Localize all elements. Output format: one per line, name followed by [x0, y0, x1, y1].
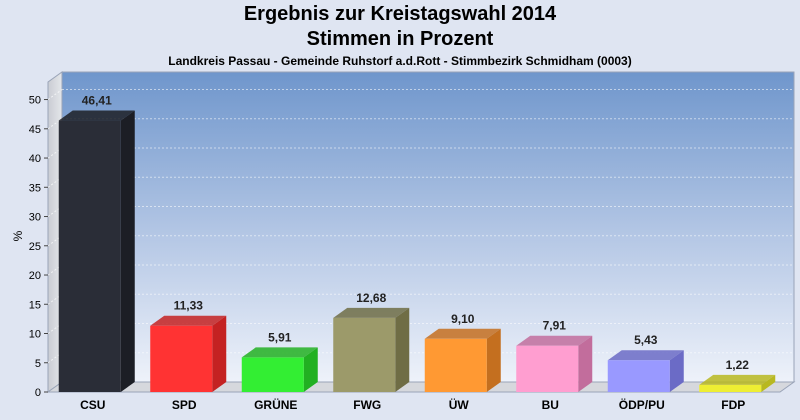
- bar-front: [699, 384, 762, 392]
- bar-side: [669, 350, 684, 392]
- chart-title: Ergebnis zur Kreistagswahl 2014: [243, 3, 557, 25]
- y-tick-label: 15: [29, 299, 41, 311]
- x-tick-label: FWG: [353, 398, 381, 412]
- grid-line-side: [47, 264, 63, 276]
- data-label: 46,41: [82, 94, 112, 108]
- grid-line-side: [47, 323, 63, 334]
- bar-top: [516, 335, 593, 346]
- grid-line-side: [47, 352, 63, 364]
- bar-top: [241, 347, 318, 358]
- bar-top: [424, 328, 501, 339]
- bar-top: [333, 307, 410, 318]
- grid-line-side: [47, 206, 63, 217]
- bar-side: [395, 307, 410, 392]
- grid-line-side: [47, 293, 63, 305]
- bar-side: [578, 335, 593, 392]
- grid-line-side: [47, 89, 63, 100]
- chart-subtitle: Landkreis Passau - Gemeinde Ruhstorf a.d…: [168, 54, 632, 68]
- bar-top: [607, 350, 684, 361]
- bar-top: [58, 110, 135, 121]
- data-label: 9,10: [451, 312, 475, 326]
- bar-front: [424, 338, 487, 392]
- x-tick-label: ÖDP/PU: [619, 397, 665, 412]
- data-label: 5,43: [634, 333, 658, 347]
- chart-subtitle-line: Stimmen in Prozent: [306, 28, 494, 50]
- y-tick-label: 0: [35, 387, 41, 399]
- bar-front: [150, 325, 213, 392]
- data-label: 1,22: [726, 358, 750, 372]
- grid-line-side: [47, 147, 63, 159]
- bar-top: [150, 315, 227, 326]
- bar-side: [120, 110, 135, 392]
- data-label: 12,68: [356, 291, 386, 305]
- y-tick-label: 50: [29, 95, 41, 107]
- x-tick-label: SPD: [172, 398, 197, 412]
- bar-csu: [58, 110, 135, 392]
- grid-line-side: [47, 176, 63, 188]
- y-tick-label: 30: [29, 212, 41, 224]
- y-axis-label: %: [11, 230, 25, 241]
- bar-side: [486, 328, 501, 392]
- y-tick-label: 40: [29, 153, 41, 165]
- data-label: 11,33: [174, 299, 204, 313]
- x-tick-label: ÜW: [449, 397, 470, 412]
- bar-bu: [516, 335, 593, 392]
- x-tick-label: CSU: [80, 398, 105, 412]
- x-tick-label: FDP: [721, 398, 745, 412]
- x-tick-label: BU: [542, 398, 559, 412]
- x-tick-label: GRÜNE: [254, 397, 297, 412]
- bar-front: [58, 120, 121, 392]
- bar-üw: [424, 328, 501, 392]
- bar-front: [333, 317, 396, 392]
- y-tick-label: 25: [29, 241, 41, 253]
- y-tick-label: 35: [29, 182, 41, 194]
- bar-front: [607, 360, 670, 392]
- bar-spd: [150, 315, 227, 392]
- bar-side: [761, 374, 776, 392]
- bar-fdp: [699, 374, 776, 392]
- bar-grüne: [241, 347, 318, 392]
- y-tick-label: 5: [35, 358, 41, 370]
- y-tick-label: 10: [29, 329, 41, 341]
- data-label: 5,91: [268, 330, 292, 344]
- bar-side: [303, 347, 318, 392]
- bar-front: [241, 357, 304, 392]
- bar-front: [516, 345, 579, 392]
- y-tick-label: 45: [29, 124, 41, 136]
- bar-ödp/pu: [607, 350, 684, 392]
- grid-line-side: [47, 235, 63, 247]
- y-tick-label: 20: [29, 270, 41, 282]
- grid-line-side: [47, 118, 63, 130]
- bar-fwg: [333, 307, 410, 392]
- data-label: 7,91: [543, 319, 567, 333]
- bar-side: [212, 315, 227, 392]
- bar-top: [699, 374, 776, 385]
